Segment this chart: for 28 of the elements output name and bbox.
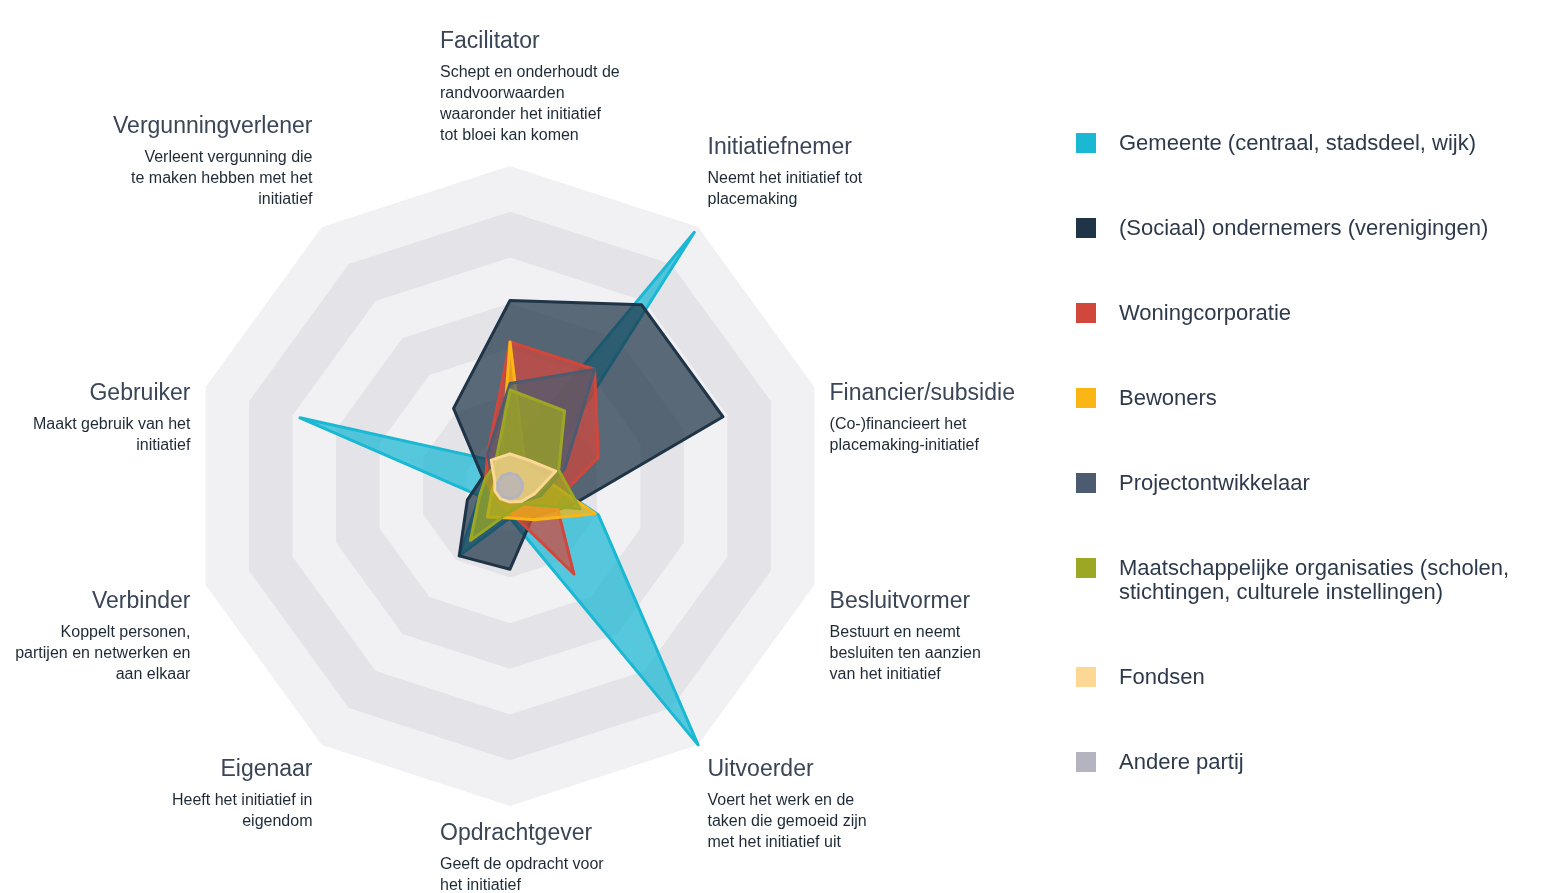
text: Koppelt personen, partijen en netwerken en aan elkaar xyxy=(15,622,192,682)
spoke-label: Besluitvormer xyxy=(829,586,971,613)
legend-label: Woningcorporatie xyxy=(1119,300,1292,325)
text: (Co-)financieert het placemaking-initiatief xyxy=(829,415,980,454)
spoke-label: Verbinder xyxy=(91,586,191,613)
text: Maakt gebruik van het initiatief xyxy=(33,415,191,454)
text: Bestuurt en neemt besluiten ten aanzien van het initiatief xyxy=(829,622,981,682)
legend-label: (Sociaal) ondernemers (verenigingen) xyxy=(1119,215,1489,240)
spoke-label: Eigenaar xyxy=(220,754,313,781)
spoke-label: Uitvoerder xyxy=(707,754,814,781)
spoke-label: Gebruiker xyxy=(89,379,191,406)
text: Voert het werk en de taken die gemoeid zijn met het initiatief uit xyxy=(707,790,867,850)
text: Verleent vergunning die te maken hebben met het initiatief xyxy=(131,148,314,208)
legend-label: Maatschappelijke organisaties (scholen, stichtingen, culturele instellingen) xyxy=(1119,555,1510,604)
spoke-label: Financier/subsidie xyxy=(829,379,1015,406)
text: Neemt het initiatief tot placemaking xyxy=(707,169,863,208)
spoke-label: Facilitator xyxy=(440,27,541,53)
text: Geeft de opdracht voor het initiatief xyxy=(440,855,605,893)
legend-label: Andere partij xyxy=(1119,749,1244,774)
legend-label: Projectontwikkelaar xyxy=(1119,470,1310,495)
legend-label: Gemeente (centraal, stadsdeel, wijk) xyxy=(1119,130,1477,155)
text: Schept en onderhoudt de randvoorwaarden waaronder het initiatief tot bloei kan komen xyxy=(439,63,620,143)
legend-label: Fondsen xyxy=(1119,664,1205,689)
spoke-label: Vergunningverlener xyxy=(113,112,313,139)
text: Heeft het initiatief in eigendom xyxy=(171,790,313,829)
legend-label: Bewoners xyxy=(1119,385,1217,410)
spoke-label: Initiatiefnemer xyxy=(707,133,853,160)
spoke-label: Opdrachtgever xyxy=(440,819,593,845)
